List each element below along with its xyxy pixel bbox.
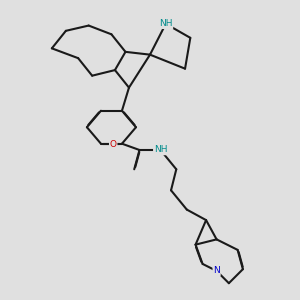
Text: NH: NH — [154, 146, 167, 154]
Text: N: N — [213, 266, 220, 275]
Text: NH: NH — [159, 19, 172, 28]
Text: O: O — [110, 140, 117, 149]
